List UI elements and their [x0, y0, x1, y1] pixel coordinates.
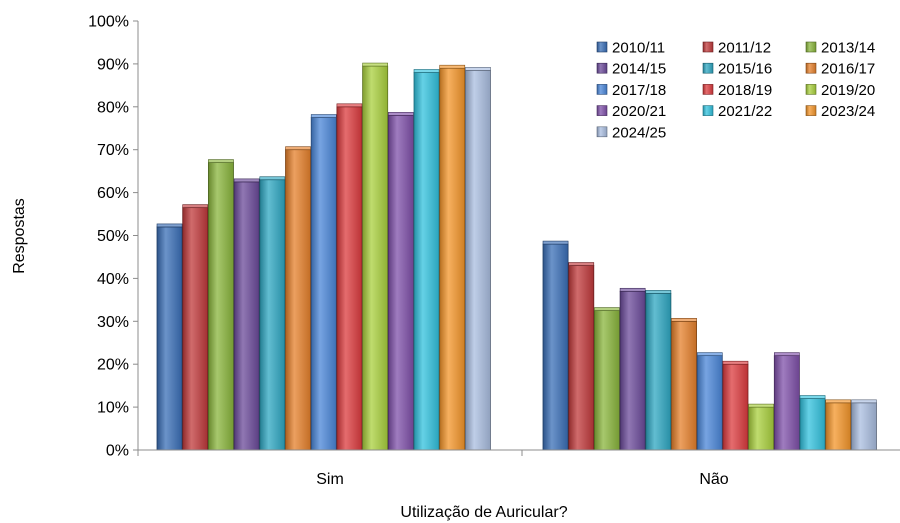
legend-label-2023-24: 2023/24: [821, 103, 875, 120]
bar-cap-no-2013-14: [594, 307, 620, 311]
legend-label-2024-25: 2024/25: [612, 124, 666, 141]
bar-cap-sim-2018-19: [336, 103, 363, 108]
legend-swatch-2021-22: [702, 105, 714, 116]
bar-no-2020-21: [773, 355, 800, 451]
legend-swatch-2018-19: [702, 84, 714, 95]
bar-cap-sim-2020-21: [387, 112, 414, 116]
legend-label-2010-11: 2010/11: [612, 40, 665, 57]
y-tick-label-20: 20%: [97, 357, 129, 374]
bar-sim-2011-12: [182, 207, 209, 451]
legend-swatch-2023-24: [805, 105, 817, 116]
legend-swatch-2011-12: [702, 41, 714, 53]
bar-no-2023-24: [825, 402, 852, 451]
legend-swatch-2014-15: [596, 62, 608, 74]
bar-no-2024-25: [851, 402, 877, 451]
bar-cap-sim-2019-20: [362, 62, 389, 67]
bar-sim-2014-15: [233, 181, 260, 451]
bar-cap-no-2020-21: [773, 352, 800, 356]
y-tick-label-0: 0%: [106, 443, 129, 460]
legend-swatch-2013-14: [805, 41, 817, 53]
y-axis-title: Respostas: [11, 198, 28, 274]
bar-sim-2010-11: [156, 226, 183, 451]
bar-no-2018-19: [722, 363, 749, 451]
legend-label-2021-22: 2021/22: [718, 103, 772, 120]
bar-no-2015-16: [645, 293, 672, 451]
bar-cap-no-2015-16: [645, 290, 672, 294]
legend-swatch-2016-17: [805, 62, 817, 74]
legend-swatch-2010-11: [596, 41, 608, 53]
bar-cap-sim-2021-22: [413, 69, 440, 73]
x-axis-title: Utilização de Auricular?: [400, 504, 567, 521]
legend-swatch-2024-25: [596, 126, 608, 138]
y-tick-label-40: 40%: [97, 271, 129, 288]
legend-label-2017-18: 2017/18: [612, 82, 666, 99]
bar-no-2019-20: [748, 406, 775, 451]
y-tick-label-10: 10%: [97, 400, 129, 417]
bar-sim-2018-19: [336, 106, 363, 451]
legend-swatch-2019-20: [805, 84, 817, 95]
y-tick-label-30: 30%: [97, 314, 129, 331]
y-tick-label-50: 50%: [97, 228, 129, 245]
bar-cap-no-2024-25: [851, 399, 877, 404]
legend-label-2013-14: 2013/14: [821, 40, 875, 57]
legend-swatch-2015-16: [702, 62, 714, 74]
bar-no-2021-22: [799, 398, 826, 451]
bar-cap-sim-2024-25: [465, 67, 491, 71]
bar-sim-2015-16: [259, 179, 286, 451]
bar-cap-no-2018-19: [722, 360, 749, 365]
bar-cap-no-2021-22: [799, 395, 826, 399]
bar-sim-2024-25: [464, 69, 491, 451]
bar-sim-2019-20: [362, 65, 389, 451]
legend-swatch-2020-21: [596, 105, 608, 116]
bar-sim-2013-14: [207, 162, 234, 451]
bar-no-2013-14: [594, 310, 620, 451]
bar-cap-no-2014-15: [619, 287, 646, 292]
bar-no-2017-18: [696, 355, 723, 451]
bar-sim-2021-22: [413, 72, 440, 451]
bars-layer: [156, 62, 877, 451]
bar-cap-sim-2015-16: [259, 176, 286, 181]
bar-cap-no-2016-17: [671, 317, 697, 322]
bar-no-2010-11: [542, 243, 569, 451]
legend-label-2011-12: 2011/12: [718, 40, 771, 57]
bar-cap-no-2017-18: [696, 352, 723, 356]
bar-sim-2020-21: [387, 114, 414, 451]
bar-sim-2016-17: [285, 149, 312, 451]
y-tick-label-90: 90%: [97, 56, 129, 73]
bar-sim-2023-24: [439, 67, 466, 451]
legend-label-2020-21: 2020/21: [612, 103, 666, 120]
y-tick-label-60: 60%: [97, 185, 129, 202]
bar-cap-sim-2016-17: [285, 146, 311, 150]
bar-cap-no-2023-24: [825, 399, 852, 404]
legend-label-2014-15: 2014/15: [612, 61, 666, 78]
axes-layer: 0% 10% 20% 30% 40% 50% 60% 70% 80% 90% 100% Sim Não: [88, 14, 900, 488]
x-tick-label-sim: Sim: [316, 471, 344, 488]
y-tick-label-100: 100%: [88, 14, 129, 31]
bar-cap-sim-2017-18: [310, 114, 337, 118]
bar-cap-no-2010-11: [542, 240, 569, 245]
y-tick-label-70: 70%: [97, 142, 129, 159]
x-tick-label-no: Não: [699, 471, 728, 488]
legend-label-2019-20: 2019/20: [821, 82, 875, 99]
bar-no-2014-15: [619, 290, 646, 451]
bar-cap-no-2011-12: [568, 262, 595, 266]
legend-label-2015-16: 2015/16: [718, 61, 772, 78]
bar-cap-sim-2014-15: [233, 178, 260, 183]
legend-swatch-2017-18: [596, 84, 608, 95]
bar-no-2011-12: [568, 265, 595, 451]
bar-cap-sim-2023-24: [439, 64, 466, 69]
bar-cap-sim-2011-12: [182, 204, 209, 208]
bar-cap-sim-2013-14: [208, 159, 234, 163]
bar-cap-sim-2010-11: [156, 223, 183, 228]
bar-cap-no-2019-20: [748, 403, 774, 408]
bar-sim-2017-18: [310, 117, 337, 451]
legend-label-2018-19: 2018/19: [718, 82, 772, 99]
bar-no-2016-17: [671, 320, 698, 451]
legend: 2010/11 2011/12 2013/14 2014/15 2015/16 2016/…: [596, 40, 875, 141]
y-tick-label-80: 80%: [97, 99, 129, 116]
legend-label-2016-17: 2016/17: [821, 61, 875, 78]
